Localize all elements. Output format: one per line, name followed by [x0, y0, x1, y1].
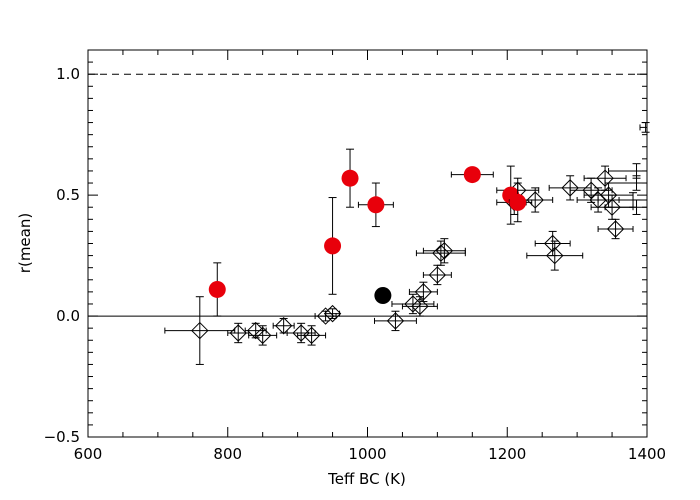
data-point — [401, 296, 438, 317]
diamond-marker — [302, 326, 321, 345]
diamond-marker — [546, 246, 564, 265]
data-point — [373, 310, 417, 332]
data-point — [639, 122, 650, 133]
data-point — [341, 148, 359, 208]
data-point — [422, 264, 452, 286]
data-point — [286, 322, 316, 344]
y-tick-label: 0.5 — [56, 186, 80, 204]
diamond-marker — [274, 317, 293, 335]
data-point — [526, 240, 584, 271]
data-point — [508, 182, 527, 223]
red-circle-marker — [367, 196, 385, 214]
x-tick-label: 1400 — [628, 445, 666, 463]
red-circle-marker — [509, 193, 527, 211]
x-axis-label: Teff BC (K) — [327, 470, 406, 488]
red-circle-marker — [463, 166, 481, 184]
x-tick-label: 600 — [74, 445, 103, 463]
data-point — [604, 199, 647, 215]
data-point — [324, 197, 342, 295]
data-point — [450, 166, 494, 184]
diamond-marker — [526, 191, 544, 209]
data-point — [408, 281, 438, 303]
diamond-marker — [386, 312, 405, 330]
data-point — [374, 287, 392, 305]
diamond-marker — [435, 242, 454, 260]
y-tick-label: 0.0 — [56, 307, 80, 325]
data-point — [272, 317, 295, 335]
black-circle-marker — [374, 287, 392, 305]
data-point — [583, 165, 627, 191]
diamond-marker — [323, 304, 342, 323]
x-tick-label: 800 — [213, 445, 242, 463]
diamond-marker — [404, 295, 422, 313]
y-tick-label: −0.5 — [44, 428, 80, 446]
data-point — [164, 296, 236, 365]
data-point — [323, 304, 342, 323]
data-point — [357, 182, 394, 228]
red-circle-marker — [324, 237, 342, 255]
data-point — [208, 262, 226, 317]
diamond-marker — [292, 324, 310, 342]
y-axis-label: r(mean) — [16, 213, 34, 273]
diamond-marker — [191, 321, 209, 340]
diamond-marker — [246, 321, 265, 340]
red-circle-marker — [341, 169, 359, 187]
diamond-marker — [414, 283, 433, 301]
data-point — [248, 325, 278, 346]
data-point — [604, 175, 647, 191]
x-tick-label: 1000 — [348, 445, 386, 463]
data-point — [608, 163, 647, 179]
data-point — [297, 325, 327, 346]
data-point — [590, 194, 634, 220]
x-tick-label: 1200 — [488, 445, 526, 463]
diamond-marker — [428, 266, 447, 284]
diamond-marker — [253, 326, 272, 345]
diamond-marker — [596, 169, 614, 187]
diamond-marker — [606, 220, 625, 238]
diamond-marker — [229, 324, 247, 342]
data-point — [534, 230, 571, 257]
diamond-marker — [411, 297, 429, 316]
diamond-marker — [561, 179, 579, 197]
diamond-marker — [603, 198, 621, 216]
red-circle-marker — [208, 280, 226, 298]
data-point — [422, 238, 466, 264]
y-tick-label: 1.0 — [56, 65, 80, 83]
data-point — [597, 218, 634, 240]
